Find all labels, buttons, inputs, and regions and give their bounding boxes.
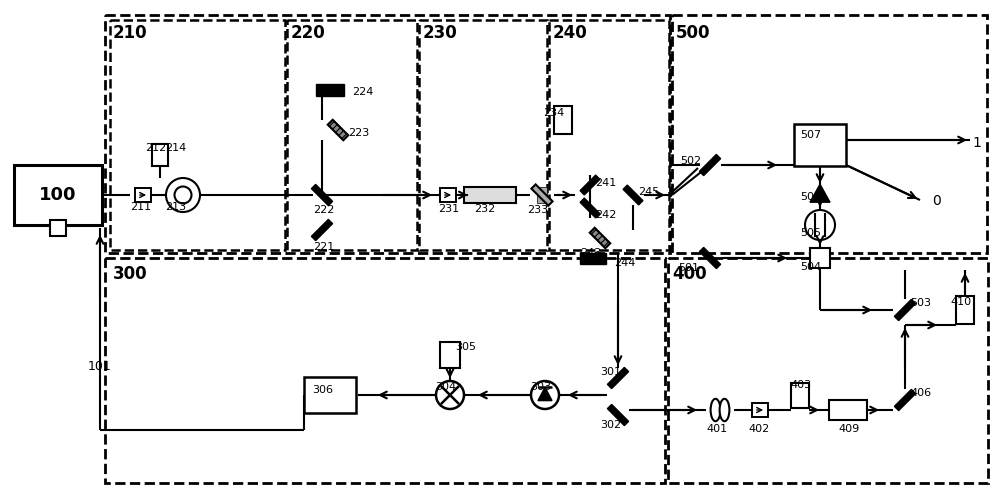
Polygon shape <box>580 175 600 195</box>
Text: 242: 242 <box>595 210 616 220</box>
Bar <box>668 258 988 483</box>
Text: 222: 222 <box>313 205 334 215</box>
Text: 240: 240 <box>553 24 588 42</box>
Text: 1: 1 <box>972 136 981 150</box>
Polygon shape <box>607 367 629 389</box>
Polygon shape <box>538 387 552 400</box>
Text: 400: 400 <box>672 265 707 283</box>
Text: 300: 300 <box>113 265 148 283</box>
Text: 224: 224 <box>352 87 373 97</box>
Polygon shape <box>810 184 830 202</box>
Polygon shape <box>623 185 643 205</box>
Text: 233: 233 <box>527 205 548 215</box>
Ellipse shape <box>720 399 729 421</box>
Bar <box>135 188 151 202</box>
Text: 212: 212 <box>145 143 166 153</box>
Bar <box>464 187 516 203</box>
Circle shape <box>436 381 464 409</box>
Text: 506: 506 <box>800 192 821 202</box>
Bar <box>829 400 867 420</box>
Text: 211: 211 <box>130 202 151 212</box>
Text: 301: 301 <box>600 367 621 377</box>
Text: 507: 507 <box>800 130 821 140</box>
Text: 305: 305 <box>455 342 476 352</box>
Text: 403: 403 <box>790 380 811 390</box>
Bar <box>50 220 66 236</box>
Bar <box>956 296 974 324</box>
Text: 306: 306 <box>312 385 333 395</box>
Polygon shape <box>699 248 721 269</box>
Circle shape <box>531 381 559 409</box>
Text: 500: 500 <box>676 24 710 42</box>
Text: 213: 213 <box>165 202 186 212</box>
Text: 501: 501 <box>678 263 699 273</box>
Text: 304: 304 <box>435 382 456 392</box>
Text: 232: 232 <box>474 204 495 214</box>
Text: 244: 244 <box>614 258 635 268</box>
Text: 221: 221 <box>313 242 334 252</box>
Polygon shape <box>531 185 553 205</box>
Text: 402: 402 <box>748 424 769 434</box>
Circle shape <box>175 187 192 203</box>
Polygon shape <box>590 228 610 248</box>
Polygon shape <box>311 219 333 241</box>
Text: 0: 0 <box>932 194 941 208</box>
Bar <box>316 84 344 96</box>
Bar <box>14 165 102 225</box>
Bar <box>554 106 572 134</box>
Ellipse shape <box>711 399 720 421</box>
Text: 409: 409 <box>838 424 859 434</box>
Polygon shape <box>894 299 916 321</box>
Bar <box>810 248 830 268</box>
Text: 303: 303 <box>530 382 551 392</box>
Circle shape <box>166 178 200 212</box>
Text: 302: 302 <box>600 420 621 430</box>
Text: 241: 241 <box>595 178 616 188</box>
Polygon shape <box>311 185 333 205</box>
Bar <box>304 377 356 413</box>
Text: 210: 210 <box>113 24 148 42</box>
Text: 231: 231 <box>438 204 459 214</box>
Polygon shape <box>699 154 721 176</box>
Polygon shape <box>328 120 348 140</box>
Bar <box>105 258 665 483</box>
Bar <box>440 342 460 368</box>
Text: 410: 410 <box>950 297 971 307</box>
Text: 101: 101 <box>88 360 112 373</box>
Text: 243: 243 <box>580 248 601 258</box>
Bar <box>419 20 547 250</box>
Text: 245: 245 <box>638 187 659 197</box>
Text: 406: 406 <box>910 388 931 398</box>
Text: 502: 502 <box>680 156 701 166</box>
Polygon shape <box>607 404 629 426</box>
Text: 230: 230 <box>423 24 458 42</box>
Text: 401: 401 <box>706 424 727 434</box>
Text: 234: 234 <box>543 108 564 118</box>
Text: 220: 220 <box>291 24 326 42</box>
Bar <box>672 15 987 253</box>
Text: 223: 223 <box>348 128 369 138</box>
Text: 505: 505 <box>800 228 821 238</box>
Text: 503: 503 <box>910 298 931 308</box>
Bar <box>152 144 168 166</box>
Polygon shape <box>894 390 916 411</box>
Bar <box>794 124 846 166</box>
Bar <box>110 20 285 250</box>
Bar <box>549 20 669 250</box>
Bar <box>440 188 456 202</box>
Bar <box>752 403 768 417</box>
Text: 504: 504 <box>800 262 821 272</box>
Bar <box>791 383 809 407</box>
Text: 100: 100 <box>39 186 77 204</box>
Bar <box>537 187 547 203</box>
Polygon shape <box>580 198 600 218</box>
Circle shape <box>805 210 835 240</box>
Bar <box>287 20 417 250</box>
Bar <box>105 15 670 253</box>
Text: 214: 214 <box>165 143 186 153</box>
Bar <box>580 252 606 263</box>
